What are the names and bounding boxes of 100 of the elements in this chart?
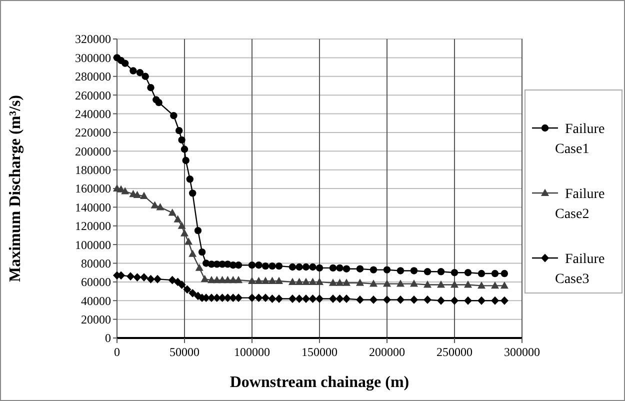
point (188, 250, 197, 257)
point (180, 146, 188, 153)
y-tick-label: 40000 (81, 294, 111, 308)
point (437, 280, 445, 288)
y-tick-label: 240000 (75, 106, 111, 121)
point (262, 262, 270, 270)
point (342, 265, 350, 272)
point (288, 278, 296, 285)
point (500, 296, 508, 305)
y-tick-label: 160000 (75, 182, 111, 196)
point (464, 280, 472, 288)
point (302, 294, 310, 303)
legend-label: Failure Case2 (555, 187, 605, 222)
point (302, 278, 310, 285)
point (396, 280, 404, 287)
point (302, 263, 310, 271)
x-tick-label: 0 (114, 345, 120, 359)
point (437, 296, 445, 305)
point (136, 69, 144, 76)
x-tick-label: 200000 (369, 345, 405, 359)
point (410, 267, 418, 274)
point (478, 281, 486, 289)
point (316, 278, 324, 285)
point (370, 266, 378, 274)
point (156, 202, 164, 210)
y-tick-label: 100000 (75, 238, 111, 252)
y-tick-label: 140000 (75, 200, 111, 214)
y-tick-label: 80000 (81, 256, 111, 270)
point (288, 294, 296, 303)
point (309, 263, 316, 271)
point (133, 273, 142, 282)
point (316, 294, 324, 303)
point (146, 274, 155, 284)
point (500, 281, 508, 289)
point (126, 272, 134, 281)
point (170, 112, 178, 120)
point (262, 276, 270, 284)
point (308, 294, 317, 303)
point (356, 295, 364, 304)
point (140, 273, 148, 282)
y-tick-label: 60000 (81, 275, 111, 290)
point (178, 222, 186, 229)
point (329, 264, 337, 272)
y-tick-label: 300000 (75, 50, 111, 65)
point (370, 295, 378, 304)
point (491, 281, 499, 289)
point (254, 276, 263, 284)
y-tick-label: 260000 (75, 88, 111, 102)
point (356, 278, 364, 286)
y-tick-label: 0 (105, 331, 111, 346)
point (194, 226, 202, 234)
x-tick-label: 100000 (234, 345, 270, 359)
point (248, 262, 256, 269)
point (168, 208, 176, 216)
point (183, 285, 192, 294)
point (188, 288, 197, 298)
point (195, 264, 204, 271)
point (147, 84, 154, 92)
point (336, 278, 344, 286)
y-tick-label: 180000 (75, 163, 111, 178)
point (383, 280, 391, 287)
point (268, 262, 276, 270)
x-tick-label: 50000 (170, 345, 200, 359)
point (150, 201, 159, 208)
point (189, 190, 196, 197)
point (491, 270, 499, 278)
y-tick-label: 200000 (75, 144, 111, 158)
point (142, 72, 149, 80)
point (178, 136, 186, 144)
point (130, 67, 137, 74)
point (168, 276, 176, 284)
point (424, 268, 432, 276)
legend-label: Failure Case1 (555, 122, 605, 157)
point (342, 278, 350, 286)
x-axis-title: Downstream chainage (m) (230, 374, 410, 391)
point (186, 176, 194, 183)
point (491, 296, 499, 305)
x-tick-label: 150000 (302, 345, 338, 359)
point (178, 280, 186, 289)
point (248, 294, 256, 302)
point (184, 238, 193, 245)
point (182, 156, 190, 164)
point (396, 267, 404, 274)
point (234, 294, 242, 302)
point (308, 278, 317, 285)
point (268, 294, 276, 303)
point (198, 248, 206, 256)
point (154, 274, 162, 284)
point (254, 294, 263, 302)
point (437, 268, 445, 276)
point (478, 270, 486, 278)
point (342, 294, 350, 303)
point (275, 276, 283, 284)
point (336, 294, 344, 303)
point (383, 295, 391, 304)
point (383, 266, 391, 274)
y-tick-label: 320000 (75, 32, 111, 46)
point (295, 278, 304, 285)
point (356, 265, 364, 272)
point (424, 280, 432, 288)
